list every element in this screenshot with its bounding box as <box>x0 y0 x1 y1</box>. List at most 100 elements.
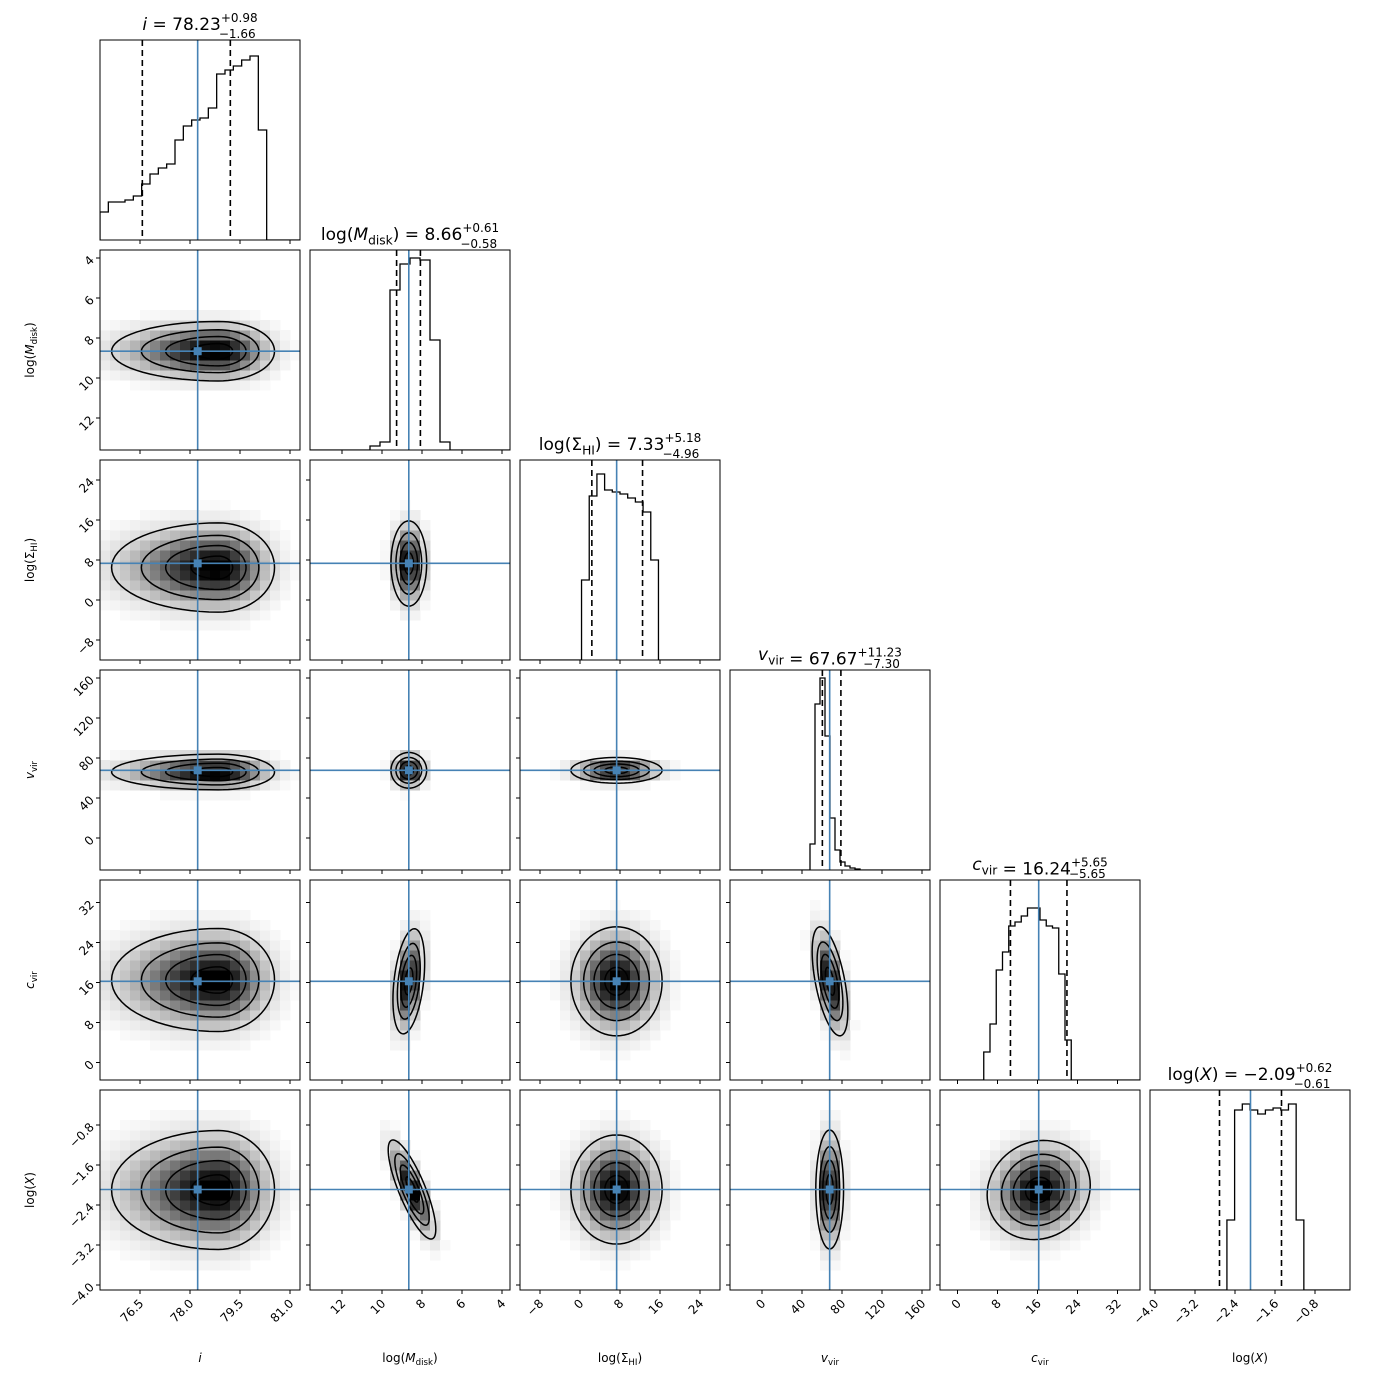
truth-marker-5-0 <box>193 1185 202 1194</box>
xtick-label-sigma-3: 16 <box>646 1296 667 1317</box>
contour-3-0-0 <box>110 753 276 791</box>
contour-4-0-0 <box>110 927 276 1033</box>
truth-marker-5-1 <box>404 1185 413 1194</box>
ytick-label-cvir-0: 0 <box>82 1058 97 1073</box>
contour-4-0-1 <box>140 942 260 1018</box>
panel-title-minus-cvir: −5.65 <box>1069 867 1106 881</box>
truth-marker-2-0 <box>193 559 202 568</box>
panel-title-minus-sigma: −4.96 <box>662 447 699 461</box>
contour-4-1-1 <box>396 942 421 1020</box>
ytick-label-sigma-4: 24 <box>76 475 97 496</box>
truth-marker-3-0 <box>193 766 202 775</box>
panel-3-1 <box>306 669 511 874</box>
yaxis-label-cvir: cvir <box>23 971 40 989</box>
xaxis-label-mdisk: log(Mdisk) <box>382 1351 437 1368</box>
ytick-label-mdisk-1: 10 <box>76 373 97 394</box>
xtick-label-cvir-2: 16 <box>1023 1296 1044 1317</box>
panel-title-vvir: vvir = 67.67+11.23 <box>758 645 902 669</box>
panel-frame-5-3 <box>729 1089 931 1291</box>
contour-5-4-0 <box>986 1139 1092 1241</box>
histogram-logx <box>1150 1103 1350 1290</box>
contour-4-1-0 <box>392 927 426 1035</box>
panel-frame-4-4 <box>939 879 1141 1081</box>
xtick-label-logx-2: −2.4 <box>1211 1296 1242 1327</box>
ytick-label-mdisk-0: 12 <box>76 413 97 434</box>
panel-frame-3-1 <box>309 669 511 871</box>
yaxis-label-vvir: vvir <box>23 760 40 779</box>
xtick-label-mdisk-2: 8 <box>413 1296 428 1311</box>
ytick-label-logx-4: −0.8 <box>66 1120 97 1151</box>
yaxis-label-sigma: log(ΣHI) <box>23 538 40 582</box>
xtick-label-mdisk-0: 12 <box>328 1296 349 1317</box>
panel-5-0: 76.5 78.0 79.5 81.0 −4.0 −3.2 −2.4 −1.6 −0.8 <box>66 1089 301 1325</box>
ytick-label-logx-3: −1.6 <box>66 1160 97 1191</box>
xtick-label-cvir-4: 32 <box>1103 1296 1124 1317</box>
xtick-label-vvir-0: 0 <box>753 1296 768 1311</box>
ytick-label-cvir-4: 32 <box>76 898 97 919</box>
xtick-label-sigma-0: −8 <box>524 1296 546 1318</box>
contour-3-0-2 <box>164 762 247 782</box>
panel-3-0: 0 40 80 120 160 <box>71 669 301 874</box>
panel-frame-5-5 <box>1149 1089 1351 1291</box>
contour-4-0-3 <box>190 966 234 994</box>
xtick-label-mdisk-1: 10 <box>368 1296 389 1317</box>
xtick-label-cvir-1: 8 <box>989 1296 1004 1311</box>
xtick-label-logx-1: −3.2 <box>1171 1296 1202 1327</box>
panel-frame-0-0 <box>99 39 301 241</box>
contour-4-3-3 <box>824 966 836 996</box>
ytick-label-cvir-2: 16 <box>76 978 97 999</box>
contour-3-0-1 <box>140 758 260 786</box>
xaxis-label-sigma: log(ΣHI) <box>598 1351 642 1368</box>
panel-title-i: i = 78.23+0.98 <box>142 11 257 35</box>
histogram-sigma <box>520 473 720 660</box>
panel-3-2 <box>516 669 721 874</box>
panel-frame-3-3 <box>729 669 931 871</box>
panel-5-4: 0 8 16 24 32 <box>936 1089 1141 1317</box>
contour-4-1-3 <box>404 967 414 996</box>
ytick-label-mdisk-2: 8 <box>82 333 97 348</box>
contour-5-1-0 <box>387 1139 437 1240</box>
panel-title-minus-vvir: −7.30 <box>863 657 900 671</box>
xtick-label-logx-4: −0.8 <box>1291 1296 1322 1327</box>
contour-5-4-3 <box>1024 1176 1053 1204</box>
truth-marker-4-3 <box>825 977 834 986</box>
yaxis-label-logx: log(X) <box>23 1172 37 1208</box>
ytick-label-sigma-0: −8 <box>75 635 97 657</box>
panel-2-1 <box>306 459 511 664</box>
panel-title-minus-mdisk: −0.58 <box>460 237 497 251</box>
contour-2-0-2 <box>164 544 247 591</box>
contour-2-0-1 <box>140 534 260 601</box>
panel-3-3: vvir = 67.67+11.23−7.30 <box>729 645 931 874</box>
xtick-label-sigma-1: 0 <box>571 1296 586 1311</box>
contour-4-0-2 <box>164 953 247 1007</box>
panel-5-3: 0 40 80 120 160 <box>726 1089 931 1323</box>
histogram-cvir <box>940 907 1140 1080</box>
panel-frame-4-1 <box>309 879 511 1081</box>
truth-marker-1-0 <box>193 347 202 356</box>
panel-2-2: log(ΣHI) = 7.33+5.18−4.96 <box>519 431 721 664</box>
histogram-mdisk <box>310 257 510 450</box>
xtick-label-cvir-3: 24 <box>1063 1296 1084 1317</box>
ytick-label-vvir-4: 160 <box>71 673 97 699</box>
panel-4-4: cvir = 16.24+5.65−5.65 <box>939 855 1141 1084</box>
truth-marker-5-4 <box>1034 1185 1043 1194</box>
panel-4-0: 0 8 16 24 32 <box>76 879 301 1084</box>
panel-4-3 <box>726 879 931 1084</box>
ytick-label-logx-0: −4.0 <box>66 1280 97 1311</box>
ytick-label-cvir-1: 8 <box>82 1018 97 1033</box>
ytick-label-vvir-0: 0 <box>82 833 97 848</box>
panel-frame-4-0 <box>99 879 301 1081</box>
ytick-label-logx-1: −3.2 <box>66 1240 97 1271</box>
ytick-label-sigma-3: 16 <box>76 515 97 536</box>
panel-0-0: i = 78.23+0.98−1.66 <box>99 11 301 244</box>
ytick-label-logx-2: −2.4 <box>66 1200 97 1231</box>
panel-frame-5-0 <box>99 1089 301 1291</box>
xtick-label-logx-3: −1.6 <box>1251 1296 1282 1327</box>
xtick-label-i-1: 78.0 <box>168 1296 197 1325</box>
truth-marker-4-2 <box>612 977 621 986</box>
ytick-label-sigma-1: 0 <box>82 595 97 610</box>
xtick-label-mdisk-3: 6 <box>453 1296 468 1311</box>
xaxis-label-logx: log(X) <box>1232 1351 1268 1365</box>
histogram-vvir <box>730 677 930 870</box>
xtick-label-i-3: 81.0 <box>268 1296 297 1325</box>
